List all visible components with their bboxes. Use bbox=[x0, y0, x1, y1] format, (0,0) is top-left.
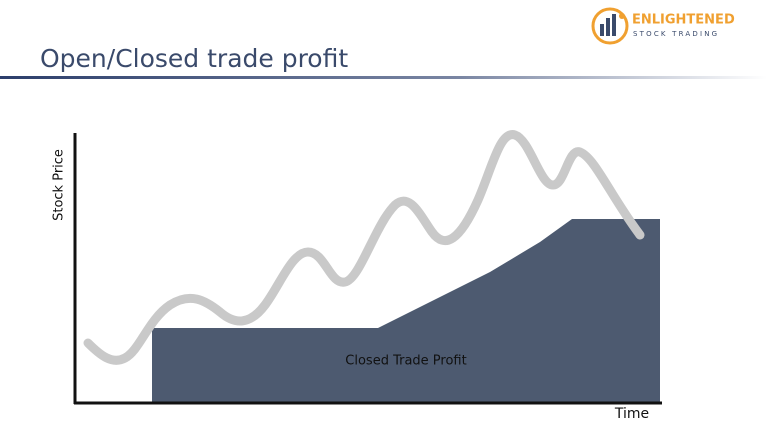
logo-figure bbox=[619, 13, 625, 19]
logo-name: ENLIGHTENED bbox=[632, 13, 735, 28]
title-rule bbox=[0, 76, 767, 79]
slide-title: Open/Closed trade profit bbox=[40, 44, 348, 73]
logo-bar bbox=[612, 14, 616, 36]
logo-bar bbox=[606, 18, 610, 36]
price-line bbox=[83, 130, 645, 365]
area-label: Closed Trade Profit bbox=[345, 354, 466, 369]
logo-tagline: STOCK TRADING bbox=[633, 30, 719, 38]
logo-ring bbox=[591, 7, 629, 45]
x-axis-label: Time bbox=[614, 406, 649, 422]
closed-profit-area bbox=[152, 219, 660, 403]
logo: ENLIGHTENED STOCK TRADING bbox=[591, 7, 735, 45]
y-axis-label: Stock Price bbox=[52, 149, 67, 221]
logo-bar bbox=[600, 24, 604, 36]
